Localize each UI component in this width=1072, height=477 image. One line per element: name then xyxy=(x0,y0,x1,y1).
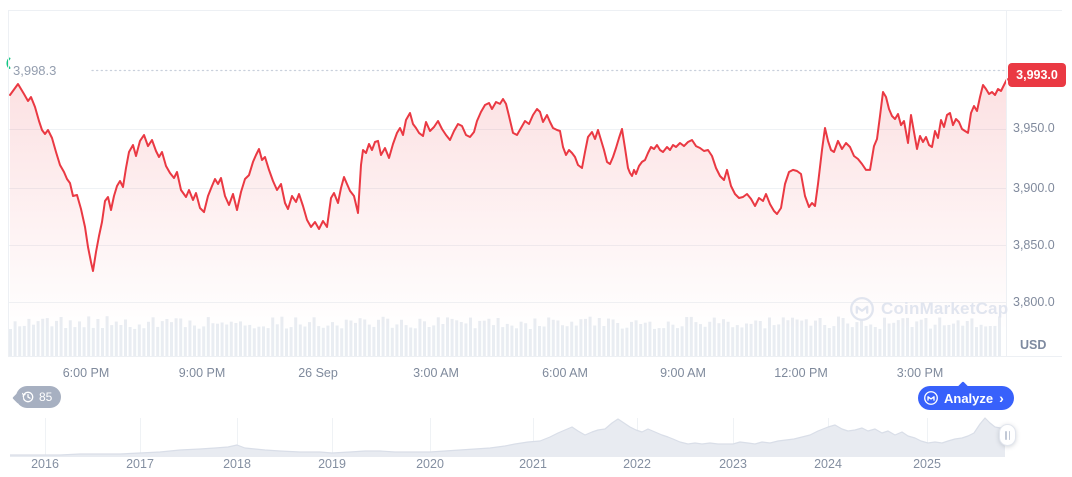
cmc-logo-icon xyxy=(923,390,939,406)
year-tick[interactable]: 2022 xyxy=(623,457,651,471)
x-axis-tick: 26 Sep xyxy=(298,366,338,380)
current-price-badge: 3,993.0 xyxy=(1008,63,1066,87)
y-axis-tick: 3,950.0 xyxy=(1013,121,1055,135)
x-axis-tick: 12:00 PM xyxy=(774,366,828,380)
history-count-label: 85 xyxy=(39,390,53,404)
year-tick[interactable]: 2020 xyxy=(416,457,444,471)
history-clock-icon xyxy=(21,390,35,404)
high-price-label: 3,998.3 xyxy=(13,63,57,78)
timeline-line xyxy=(10,417,1006,456)
year-tick[interactable]: 2024 xyxy=(814,457,842,471)
analyze-label: Analyze xyxy=(944,390,994,406)
y-axis-unit: USD xyxy=(1020,338,1047,352)
y-axis-tick: 3,900.0 xyxy=(1013,181,1055,195)
timeline-scrub-handle[interactable] xyxy=(999,424,1016,446)
x-axis-tick: 6:00 AM xyxy=(542,366,588,380)
y-axis-tick: 3,800.0 xyxy=(1013,295,1055,309)
x-axis-tick: 9:00 PM xyxy=(178,366,226,380)
price-area-fill xyxy=(10,79,1007,356)
year-tick[interactable]: 2023 xyxy=(719,457,747,471)
price-line xyxy=(9,78,1008,272)
chevron-right-icon: › xyxy=(999,390,1004,406)
timeline-grid xyxy=(45,418,928,457)
history-count-badge[interactable]: 85 xyxy=(16,386,62,408)
chart-borders xyxy=(8,10,1062,357)
x-axis-tick: 6:00 PM xyxy=(62,366,110,380)
year-tick[interactable]: 2016 xyxy=(31,457,59,471)
x-axis-tick: 9:00 AM xyxy=(660,366,706,380)
analyze-button[interactable]: Analyze › xyxy=(918,386,1014,410)
year-tick[interactable]: 2019 xyxy=(318,457,346,471)
x-axis-tick: 3:00 PM xyxy=(896,366,944,380)
year-tick[interactable]: 2021 xyxy=(519,457,547,471)
y-axis-tick: 3,850.0 xyxy=(1013,238,1055,252)
year-tick[interactable]: 2025 xyxy=(913,457,941,471)
x-axis-tick: 3:00 AM xyxy=(413,366,459,380)
year-tick[interactable]: 2017 xyxy=(126,457,154,471)
year-tick[interactable]: 2018 xyxy=(223,457,251,471)
timeline-area[interactable] xyxy=(10,418,1005,457)
